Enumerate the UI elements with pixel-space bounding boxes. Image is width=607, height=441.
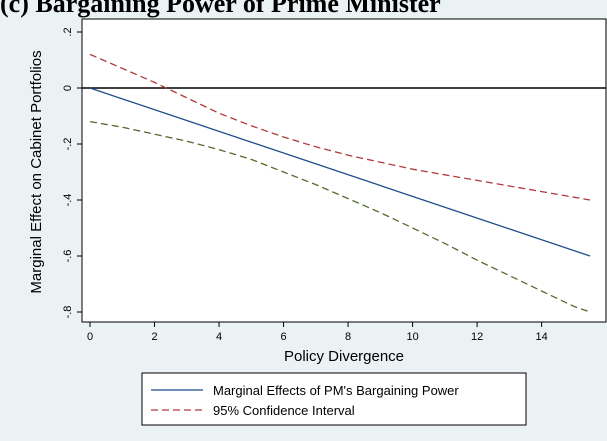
x-tick-label: 10 xyxy=(406,331,418,343)
ci-lower-line xyxy=(89,120,591,313)
x-axis-title: Policy Divergence xyxy=(284,348,404,365)
legend-label-confidence-interval: 95% Confidence Interval xyxy=(213,403,355,418)
y-tick-label: -.2 xyxy=(62,138,74,151)
y-tick-label: 0 xyxy=(62,85,74,91)
x-tick-label: 2 xyxy=(151,331,157,343)
y-tick-label: .2 xyxy=(62,27,74,36)
x-tick-label: 6 xyxy=(280,331,286,343)
x-axis: 0 2 4 6 8 10 12 14 xyxy=(87,322,548,343)
x-tick-label: 0 xyxy=(87,331,93,343)
y-tick-label: -.4 xyxy=(62,194,74,207)
marginal-effect-line xyxy=(89,87,591,257)
x-tick-label: 8 xyxy=(345,331,351,343)
ci-upper-line xyxy=(89,53,591,201)
x-tick-label: 14 xyxy=(535,331,547,343)
legend-box xyxy=(141,372,527,426)
x-tick-label: 12 xyxy=(471,331,483,343)
legend: Marginal Effects of PM's Bargaining Powe… xyxy=(141,372,527,426)
plot-area xyxy=(81,18,607,323)
x-tick-label: 4 xyxy=(216,331,222,343)
y-tick-label: -.6 xyxy=(62,250,74,263)
y-axis-title: Marginal Effect on Cabinet Portfolios xyxy=(28,50,45,293)
legend-label-marginal-effects: Marginal Effects of PM's Bargaining Powe… xyxy=(213,383,459,398)
series-layer xyxy=(89,53,591,313)
y-tick-label: -.8 xyxy=(62,306,74,319)
panel-title: (c) Bargaining Power of Prime Minister xyxy=(0,0,441,18)
y-axis: .2 0 -.2 -.4 -.6 -.8 xyxy=(62,27,82,318)
